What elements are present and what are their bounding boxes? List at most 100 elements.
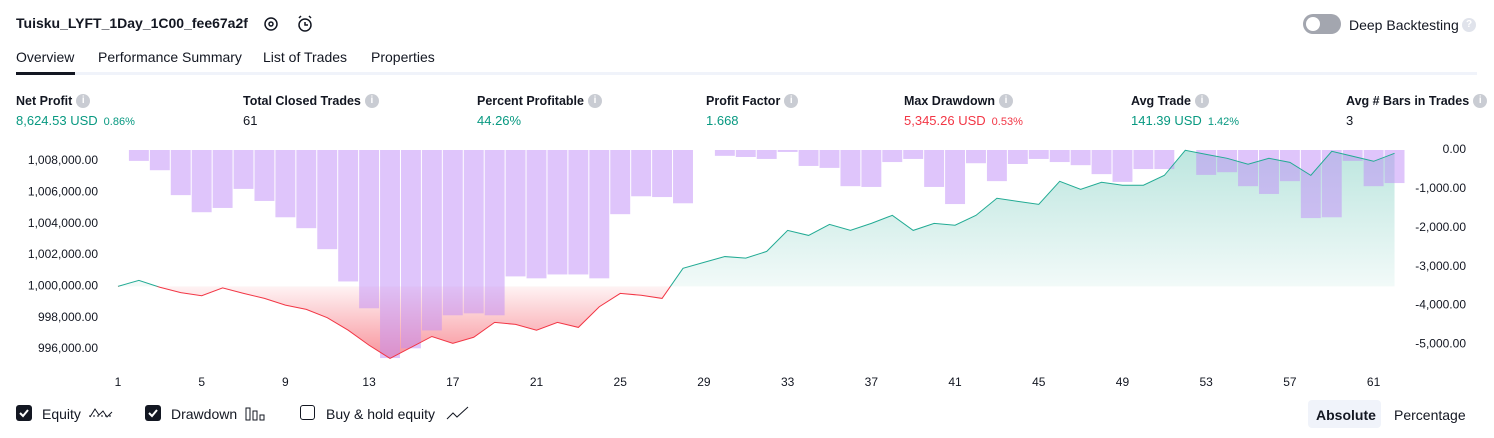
x-tick-label: 53 (1200, 375, 1214, 389)
y2-tick-label: -3,000.00 (1415, 259, 1466, 273)
drawdown-bar (1091, 150, 1112, 175)
metric-pct: 0.86% (103, 116, 135, 128)
drawdown-bar (840, 150, 861, 187)
drawdown-bar (756, 150, 777, 159)
metric-value: 3 (1346, 113, 1353, 128)
x-tick-label: 1 (115, 375, 122, 389)
deep-label: Deep Backtesting (1349, 17, 1459, 33)
metric-value-text: 1.668 (706, 113, 739, 128)
tab[interactable]: List of Trades (263, 49, 348, 65)
drawdown-bar (1133, 150, 1154, 170)
x-tick-label: 29 (697, 375, 711, 389)
checkbox[interactable] (145, 405, 161, 421)
legend-label: Buy & hold equity (326, 406, 435, 422)
metric-value: 44.26% (477, 113, 521, 128)
x-tick-label: 9 (282, 375, 289, 389)
drawdown-bar (1007, 150, 1028, 164)
x-tick-label: 57 (1283, 375, 1297, 389)
metric-value: 141.39 USD 1.42% (1131, 113, 1239, 128)
legend-icon (245, 407, 265, 421)
drawdown-bar (861, 150, 882, 187)
drawdown-bar (296, 150, 317, 229)
metric-label-text: Net Profit (16, 94, 73, 108)
drawdown-bar (1384, 150, 1405, 184)
drawdown-bar (149, 150, 170, 171)
absolute-button[interactable] (1308, 400, 1381, 428)
tab[interactable]: Properties (371, 49, 435, 65)
y2-tick-label: -2,000.00 (1415, 220, 1466, 234)
info-icon: i (364, 94, 379, 108)
drawdown-bar (1363, 150, 1384, 187)
drawdown-bar (610, 150, 631, 215)
info-icon: i (999, 94, 1013, 108)
x-tick-label: 5 (198, 375, 205, 389)
drawdown-bar (1154, 150, 1175, 170)
x-tick-label: 17 (446, 375, 460, 389)
tab[interactable]: Overview (16, 49, 75, 65)
metric-label-text: Avg # Bars in Trades (1346, 94, 1470, 108)
x-tick-label: 13 (362, 375, 376, 389)
x-tick-label: 33 (781, 375, 795, 389)
metric-label-text: Profit Factor (706, 94, 781, 108)
drawdown-bar (882, 150, 903, 163)
drawdown-bar (505, 150, 526, 277)
tab-active (16, 72, 75, 75)
drawdown-bar (1112, 150, 1133, 182)
metric-value: 1.668 (706, 113, 739, 128)
metric-label: Avg # Bars in Trades i (1346, 94, 1488, 108)
legend-icon (89, 408, 113, 418)
drawdown-bar (1196, 150, 1217, 175)
metric-label: Avg Trade i (1131, 94, 1209, 108)
drawdown-bar (170, 150, 191, 196)
help-icon: ? (1462, 18, 1476, 32)
title-icons (264, 15, 312, 32)
absolute-label: Absolute (1316, 407, 1376, 423)
x-tick-label: 21 (530, 375, 544, 389)
x-tick-label: 45 (1032, 375, 1046, 389)
y-tick-label: 1,006,000.00 (28, 184, 98, 198)
drawdown-bar (421, 150, 442, 331)
y-tick-label: 1,000,000.00 (28, 279, 98, 293)
legend-label: Drawdown (171, 406, 238, 422)
drawdown-bar (1028, 150, 1049, 159)
drawdown-bar (233, 150, 254, 189)
metric-pct: 0.53% (991, 116, 1023, 128)
drawdown-bar (400, 150, 421, 349)
deep-toggle[interactable] (1303, 14, 1341, 34)
checkbox[interactable] (16, 405, 32, 421)
metric-label: Profit Factor i (706, 94, 799, 108)
metric-label: Total Closed Trades i (243, 94, 379, 108)
y2-tick-label: -1,000.00 (1415, 181, 1466, 195)
y-tick-label: 996,000.00 (38, 341, 98, 355)
drawdown-bar (966, 150, 986, 164)
drawdown-bar (128, 150, 149, 161)
drawdown-bar (1238, 150, 1259, 187)
drawdown-bar (547, 150, 568, 275)
drawdown-bar (275, 150, 296, 218)
metric-label-text: Total Closed Trades (243, 94, 361, 108)
percentage-button[interactable]: Percentage (1394, 407, 1466, 423)
drawdown-bar (463, 150, 484, 314)
drawdown-bar (986, 150, 1007, 182)
x-tick-label: 41 (948, 375, 962, 389)
drawdown-bar (1342, 150, 1363, 161)
info-icon: i (587, 94, 602, 108)
metric-value-text: 3 (1346, 113, 1354, 128)
tab[interactable]: Performance Summary (98, 49, 242, 65)
drawdown-bar (798, 150, 819, 166)
drawdown-bar (903, 150, 924, 159)
info-icon: i (784, 94, 799, 108)
x-tick-label: 25 (614, 375, 628, 389)
y2-tick-label: -4,000.00 (1415, 298, 1466, 312)
metric-label: Percent Profitable i (477, 94, 602, 108)
drawdown-bar (1300, 150, 1321, 219)
metric-value-text: 8,624.53 USD (16, 113, 98, 128)
metric-value-text: 61 (243, 113, 258, 128)
drawdown-bar (714, 150, 735, 156)
y2-tick-label: -5,000.00 (1415, 337, 1466, 351)
drawdown-bar (338, 150, 359, 282)
checkbox[interactable] (300, 405, 315, 420)
drawdown-bar (526, 150, 547, 279)
